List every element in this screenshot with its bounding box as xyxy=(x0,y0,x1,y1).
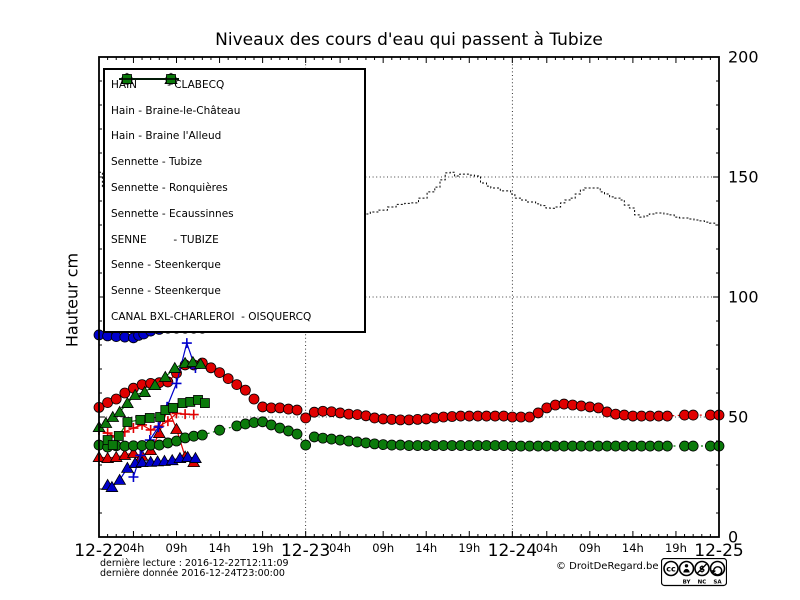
svg-text:cc: cc xyxy=(666,565,676,574)
legend-label: Sennette - Tubize xyxy=(111,156,203,169)
chart-title: Niveaux des cours d'eau qui passent à Tu… xyxy=(215,30,603,50)
series-senne-steenkerque-amont xyxy=(92,355,208,432)
cc-license-badge: cc $ BY NC SA xyxy=(661,558,727,588)
x-tick-hour-label: 09h xyxy=(579,541,601,555)
legend-item: Sennette - Ecaussinnes xyxy=(105,72,364,227)
x-tick-hour-label: 14h xyxy=(622,541,644,555)
legend-label: CANAL BXL-CHARLEROI - OISQUERCQ xyxy=(111,311,312,324)
legend-item: Sennette - Tubize xyxy=(105,73,364,175)
y-axis-label: Hauteur cm xyxy=(62,252,82,348)
legend-label: Senne - Steenkerque xyxy=(111,285,221,298)
legend-label: SENNE - TUBIZE xyxy=(111,233,219,246)
x-tick-day-label: 12-25 xyxy=(694,541,743,561)
x-tick-hour-label: 14h xyxy=(415,541,437,555)
x-tick-hour-label: 19h xyxy=(252,541,274,555)
cc-label-sa: SA xyxy=(713,580,722,586)
x-tick-hour-label: 09h xyxy=(372,541,394,555)
y-tick-label: 50 xyxy=(728,408,748,427)
series-senne-steenkerque-aval xyxy=(102,395,210,450)
series-senne-tubize xyxy=(93,416,725,453)
legend-item: Hain - Braine-le-Château xyxy=(105,74,364,124)
x-tick-day-label: 12-23 xyxy=(281,541,330,561)
x-tick-hour-label: 04h xyxy=(122,541,144,555)
legend-label: Hain - Braine-le-Château xyxy=(111,104,241,117)
y-tick-label: 0 xyxy=(728,528,738,547)
x-tick-hour-label: 19h xyxy=(665,541,687,555)
x-tick-hour-label: 19h xyxy=(458,541,480,555)
x-tick-hour-label: 09h xyxy=(166,541,188,555)
cc-label-by: BY xyxy=(683,580,692,586)
x-tick-day-label: 12-22 xyxy=(74,541,123,561)
legend-item: Hain - Braine l'Alleud xyxy=(105,72,364,150)
cc-label-nc: NC xyxy=(698,580,707,586)
legend-label: Sennette - Ronquières xyxy=(111,182,228,195)
y-axis-tick-labels: 0 50 100 150 200 xyxy=(728,48,759,547)
legend-label: Hain - Braine l'Alleud xyxy=(111,130,222,143)
legend-marker-line xyxy=(119,78,179,80)
x-tick-hour-label: 14h xyxy=(209,541,231,555)
y-tick-label: 100 xyxy=(728,288,759,307)
legend-item: Senne - Steenkerque xyxy=(105,74,364,304)
y-tick-label: 200 xyxy=(728,48,759,67)
x-tick-day-label: 12-24 xyxy=(488,541,537,561)
series-sennette-ecaussinnes xyxy=(101,450,202,492)
legend-item: SENNE - TUBIZE xyxy=(105,73,364,253)
plot-border xyxy=(98,56,720,538)
x-axis-labels: 12-22 12-23 12-24 12-25 04h 09h 14h 19h 04h 09h 14… xyxy=(74,541,743,561)
series-canal-bxl-charleroi xyxy=(99,171,720,226)
svg-text:$: $ xyxy=(699,565,705,575)
legend-label: Senne - Steenkerque xyxy=(111,259,221,272)
x-tick-hour-label: 04h xyxy=(536,541,558,555)
copyright-text: © DroitDeRegard.be xyxy=(556,561,659,572)
legend-item: Senne - Steenkerque xyxy=(105,72,364,279)
legend-item: CANAL BXL-CHARLEROI - OISQUERCQ xyxy=(105,78,364,330)
cc-license-icons: cc $ BY NC SA xyxy=(661,558,727,587)
last-data-text: dernière donnée 2016-12-24T23:00:00 xyxy=(100,568,285,579)
legend-label: Sennette - Ecaussinnes xyxy=(111,207,234,220)
y-tick-label: 150 xyxy=(728,168,759,187)
last-reading-text: dernière lecture : 2016-12-22T12:11:09 xyxy=(100,558,289,569)
legend: HAIN - CLABECQ Hain - Braine-le-Château Ha… xyxy=(103,68,366,333)
x-tick-hour-label: 04h xyxy=(329,541,351,555)
legend-item: Sennette - Ronquières xyxy=(105,74,364,201)
